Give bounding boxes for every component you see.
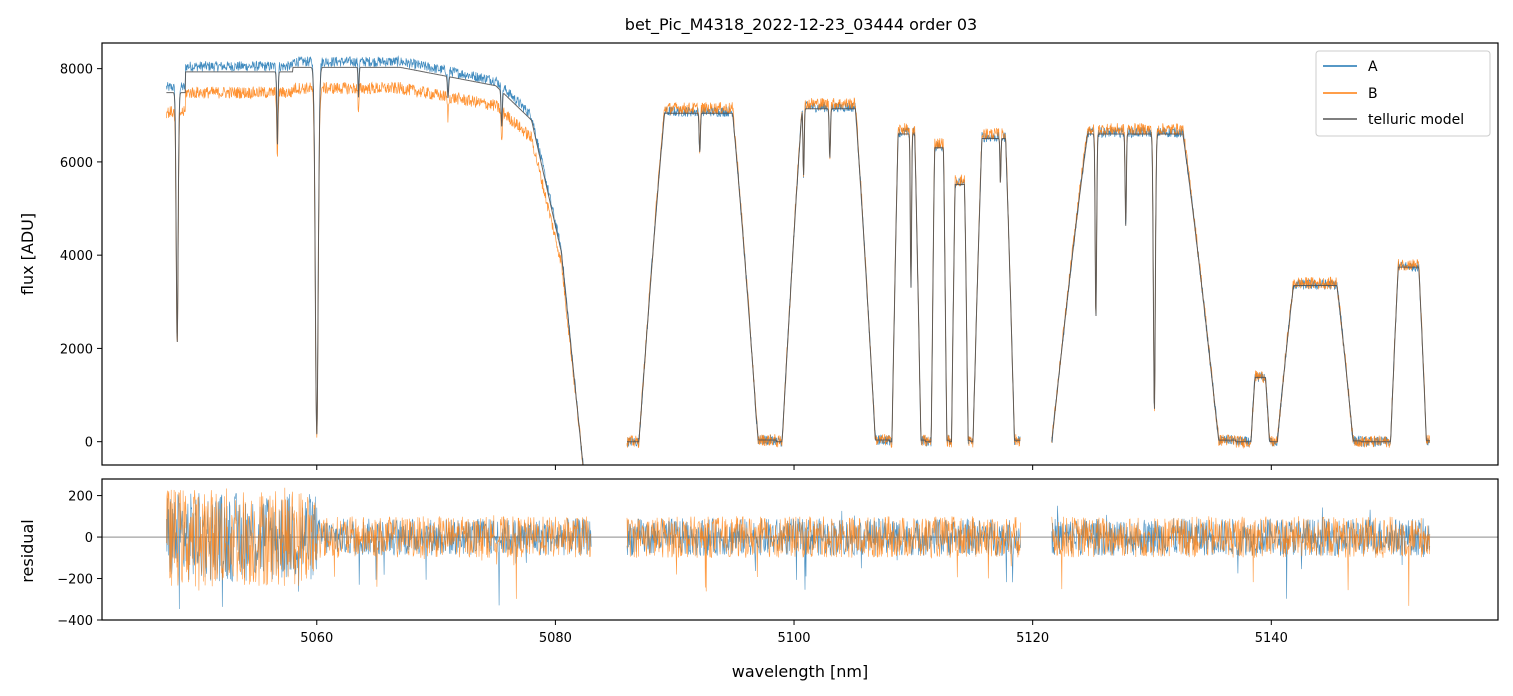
residual-ytick-label: −200: [57, 573, 93, 588]
flux-ytick-label: 6000: [60, 156, 93, 171]
residual-axes-frame: [101, 478, 1499, 621]
xlabel: wavelength [nm]: [732, 662, 869, 681]
legend-label-b: B: [1368, 86, 1378, 102]
series-line-a: [166, 55, 584, 465]
series-line-telluric-model: [166, 66, 584, 465]
flux-ytick-label: 0: [85, 436, 93, 451]
series-line-telluric-model: [1051, 133, 1430, 443]
legend-label-telluric: telluric model: [1368, 112, 1464, 128]
flux-axes-frame: [101, 42, 1499, 466]
legend-label-a: A: [1368, 59, 1378, 75]
residual-line-b: [166, 487, 592, 599]
series-line-b: [1051, 123, 1431, 450]
flux-ytick-label: 8000: [60, 63, 93, 78]
residual-line-b: [626, 516, 1021, 592]
flux-panel: 0 2000 4000 6000 8000 flux [ADU]: [18, 42, 1499, 470]
flux-ytick-label: 4000: [60, 249, 93, 264]
legend: A B telluric model: [1315, 50, 1491, 137]
series-line-b: [626, 97, 1021, 449]
xtick-label: 5140: [1255, 631, 1288, 646]
residual-ylabel: residual: [18, 519, 37, 582]
series-line-a: [626, 100, 1021, 447]
xtick-label: 5100: [777, 631, 810, 646]
flux-ylabel: flux [ADU]: [18, 213, 37, 295]
xtick-label: 5060: [300, 631, 333, 646]
xtick-label: 5080: [539, 631, 572, 646]
flux-ytick-label: 2000: [60, 342, 93, 357]
residual-line-a: [1051, 505, 1431, 599]
residual-line-b: [1051, 516, 1431, 606]
residual-ytick-label: −400: [57, 614, 93, 629]
figure-title: bet_Pic_M4318_2022-12-23_03444 order 03: [625, 15, 977, 35]
residual-ytick-label: 200: [68, 490, 93, 505]
residual-panel: −400 −200 0 200 5060 5080 5100 5120 5140 residu…: [18, 478, 1499, 681]
xtick-label: 5120: [1016, 631, 1049, 646]
series-line-b: [166, 81, 584, 465]
residual-ytick-label: 0: [85, 531, 93, 546]
series-line-telluric-model: [627, 108, 1021, 443]
series-line-a: [1051, 127, 1431, 447]
